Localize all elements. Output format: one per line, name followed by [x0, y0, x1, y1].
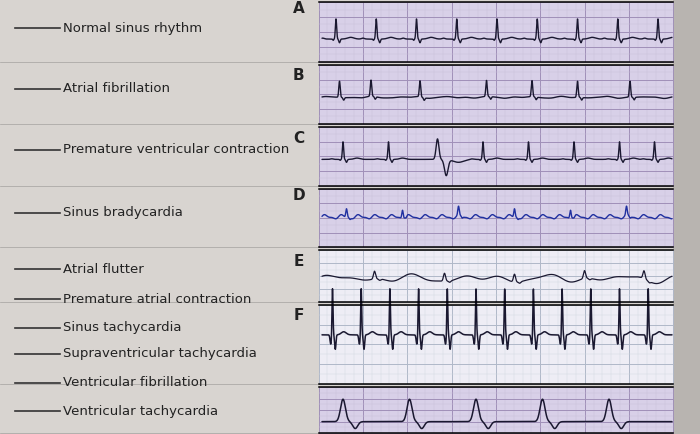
Bar [318, 127, 673, 186]
Text: Ventricular fibrillation: Ventricular fibrillation [63, 376, 207, 389]
Text: F: F [294, 308, 304, 323]
Text: Sinus bradycardia: Sinus bradycardia [63, 206, 183, 219]
Text: Normal sinus rhythm: Normal sinus rhythm [63, 22, 202, 35]
Text: D: D [293, 188, 305, 203]
Bar [318, 387, 673, 433]
Text: C: C [293, 131, 304, 145]
Text: Supraventricular tachycardia: Supraventricular tachycardia [63, 347, 257, 360]
Text: Sinus tachycardia: Sinus tachycardia [63, 321, 181, 334]
Text: Premature ventricular contraction: Premature ventricular contraction [63, 143, 289, 156]
Bar [318, 305, 673, 384]
Bar [673, 0, 700, 434]
Bar [318, 189, 673, 247]
Text: Atrial fibrillation: Atrial fibrillation [63, 82, 170, 95]
Text: A: A [293, 1, 304, 16]
Bar [318, 65, 673, 124]
Bar [318, 250, 673, 302]
Text: B: B [293, 69, 304, 83]
Text: Atrial flutter: Atrial flutter [63, 263, 144, 276]
Text: Ventricular tachycardia: Ventricular tachycardia [63, 405, 218, 418]
Bar [318, 2, 673, 62]
Text: Premature atrial contraction: Premature atrial contraction [63, 293, 251, 306]
Text: E: E [294, 254, 304, 269]
